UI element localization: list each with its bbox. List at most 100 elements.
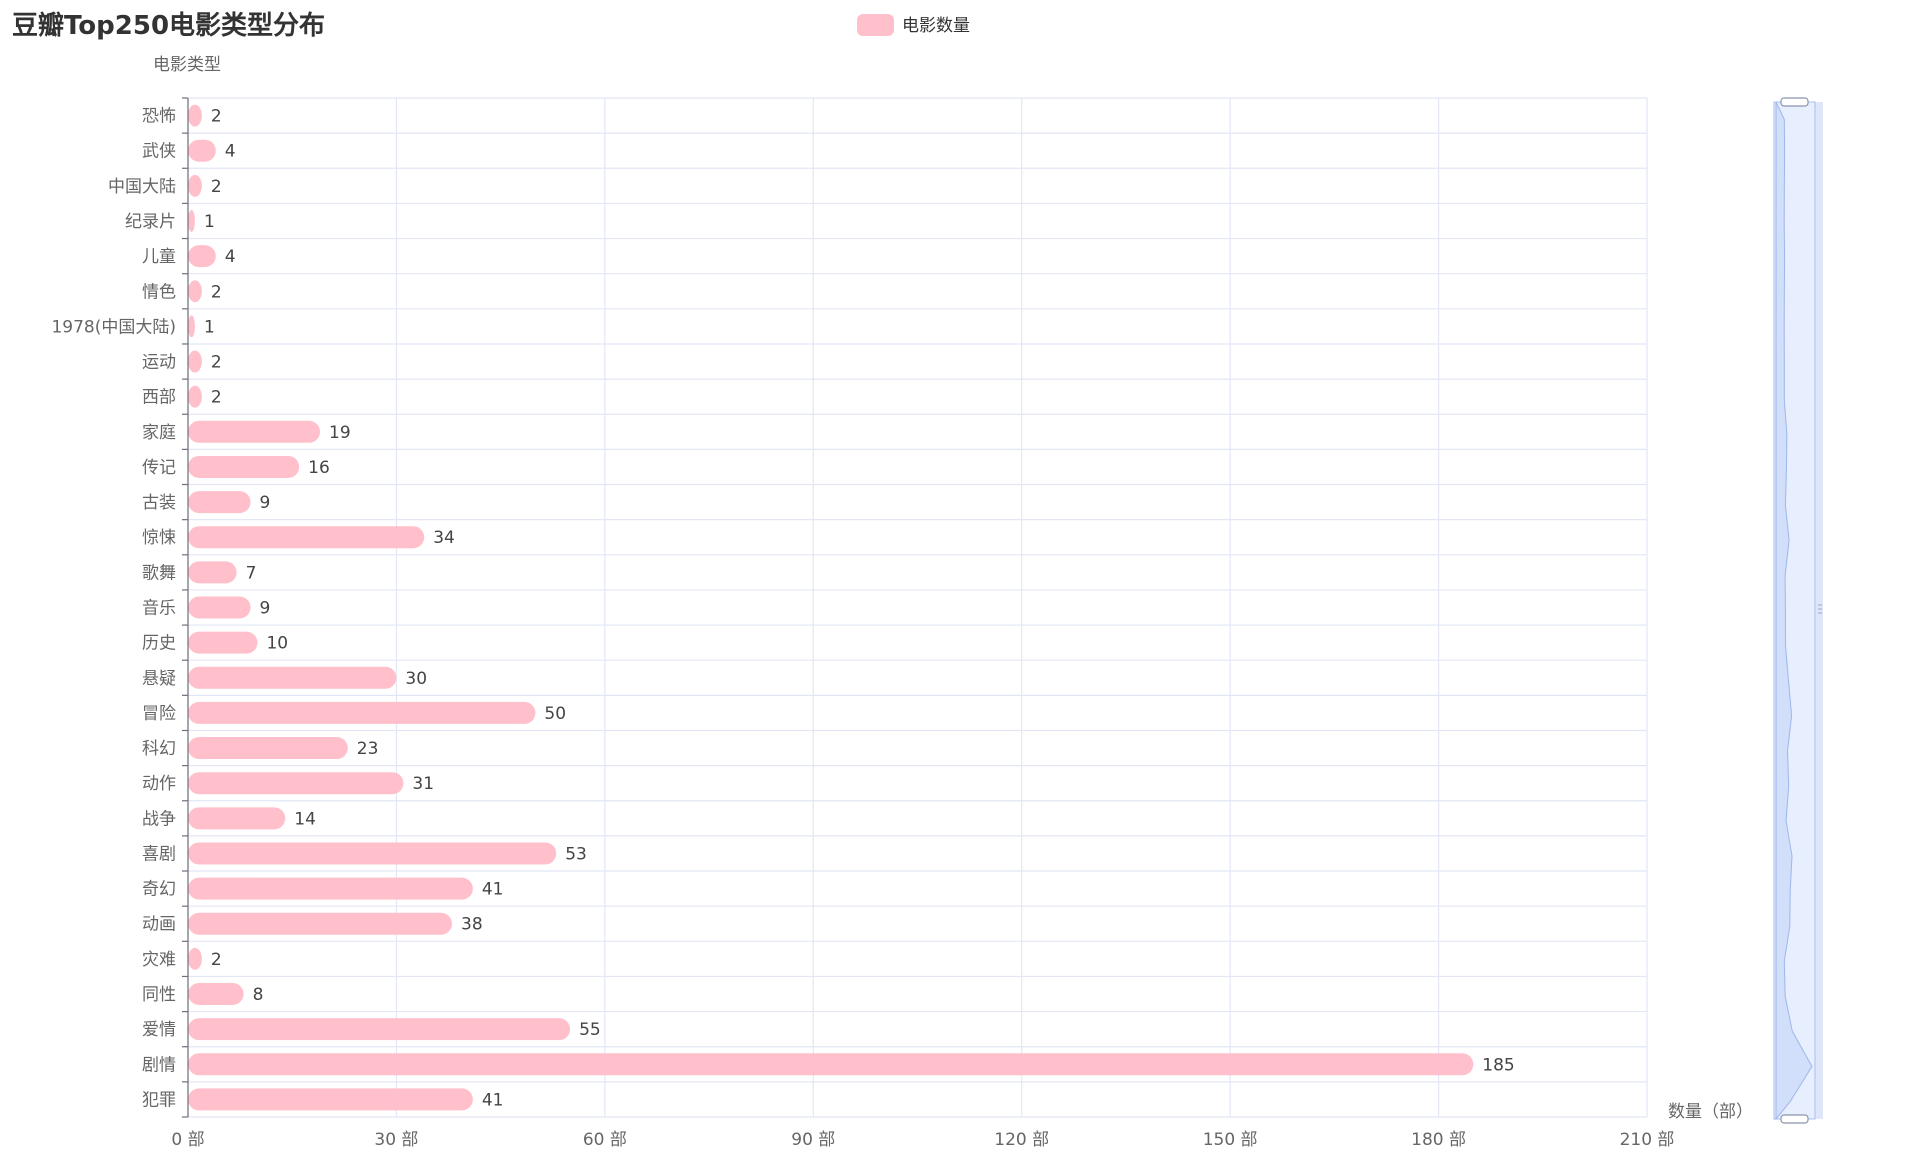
- bar[interactable]: [188, 209, 195, 232]
- y-tick-label: 恐怖: [142, 107, 176, 127]
- data-label: 41: [482, 880, 504, 900]
- data-label: 2: [211, 282, 222, 302]
- bar[interactable]: [188, 139, 216, 162]
- data-label: 2: [211, 107, 222, 127]
- bar[interactable]: [188, 912, 453, 935]
- y-tick-label: 犯罪: [142, 1090, 176, 1110]
- y-tick-label: 战争: [142, 809, 176, 829]
- bar[interactable]: [188, 420, 321, 443]
- x-tick-label: 0 部: [171, 1130, 204, 1150]
- y-axis-name: 电影类型: [153, 55, 221, 75]
- bar[interactable]: [188, 104, 202, 127]
- bar[interactable]: [188, 491, 251, 514]
- bar[interactable]: [188, 561, 237, 584]
- bar[interactable]: [188, 807, 286, 830]
- bar[interactable]: [188, 315, 195, 338]
- x-tick-label: 30 部: [374, 1130, 418, 1150]
- bar[interactable]: [188, 877, 473, 900]
- x-tick-label: 120 部: [994, 1130, 1049, 1150]
- y-tick-label: 喜剧: [142, 844, 176, 864]
- x-tick-label: 60 部: [583, 1130, 627, 1150]
- data-label: 1: [204, 317, 215, 337]
- data-label: 55: [579, 1020, 601, 1040]
- y-tick-label: 动作: [142, 774, 176, 794]
- bar[interactable]: [188, 1018, 571, 1041]
- data-label: 23: [357, 739, 379, 759]
- data-label: 38: [461, 915, 483, 935]
- bar[interactable]: [188, 280, 202, 303]
- y-tick-label: 历史: [142, 634, 176, 654]
- data-label: 14: [294, 809, 316, 829]
- data-label: 50: [544, 704, 566, 724]
- y-tick-label: 家庭: [142, 423, 176, 443]
- y-tick-label: 中国大陆: [108, 177, 176, 197]
- bar[interactable]: [188, 1053, 1474, 1076]
- bar[interactable]: [188, 983, 244, 1006]
- bar[interactable]: [188, 455, 300, 478]
- data-label: 2: [211, 177, 222, 197]
- x-tick-label: 180 部: [1411, 1130, 1466, 1150]
- data-label: 185: [1482, 1055, 1514, 1075]
- data-label: 30: [405, 669, 427, 689]
- y-tick-label: 情色: [142, 282, 176, 302]
- bar[interactable]: [188, 385, 202, 408]
- bar[interactable]: [188, 737, 348, 760]
- data-label: 2: [211, 353, 222, 373]
- x-tick-label: 210 部: [1620, 1130, 1675, 1150]
- data-label: 2: [211, 388, 222, 408]
- y-tick-label: 西部: [142, 388, 176, 408]
- x-axis: 0 部 30 部 60 部 90 部 120 部 150 部 180 部 210 部: [171, 1130, 1674, 1150]
- bar[interactable]: [188, 701, 536, 724]
- data-label: 2: [211, 950, 222, 970]
- y-tick-label: 动画: [142, 915, 176, 935]
- y-tick-label: 1978(中国大陆): [51, 317, 176, 337]
- bar[interactable]: [188, 526, 425, 549]
- bar[interactable]: [188, 245, 216, 268]
- data-zoom-data-shadow: [1775, 101, 1813, 1121]
- data-label: 34: [433, 528, 455, 548]
- x-axis-name: 数量（部）: [1668, 1102, 1753, 1122]
- x-tick-label: 150 部: [1203, 1130, 1258, 1150]
- data-labels: 2421421221916934791030502331145341382855…: [204, 107, 1515, 1111]
- bars: [188, 104, 1474, 1111]
- data-label: 4: [225, 142, 236, 162]
- legend-swatch[interactable]: [857, 14, 894, 36]
- bar[interactable]: [188, 596, 251, 619]
- data-label: 19: [329, 423, 351, 443]
- y-tick-label: 灾难: [142, 950, 176, 970]
- data-label: 7: [246, 563, 257, 583]
- y-tick-label: 奇幻: [142, 880, 176, 900]
- bar[interactable]: [188, 666, 397, 689]
- bar[interactable]: [188, 350, 202, 373]
- y-tick-label: 纪录片: [125, 212, 176, 232]
- bar[interactable]: [188, 772, 404, 795]
- data-label: 9: [260, 599, 271, 619]
- bar[interactable]: [188, 842, 557, 865]
- data-zoom-move-handle-icon[interactable]: [1818, 604, 1822, 614]
- bar[interactable]: [188, 1088, 473, 1111]
- y-tick-label: 爱情: [142, 1020, 176, 1040]
- y-tick-label: 悬疑: [142, 669, 176, 689]
- legend-label[interactable]: 电影数量: [902, 16, 970, 36]
- data-label: 10: [266, 634, 288, 654]
- data-zoom-bottom-handle[interactable]: [1780, 1114, 1809, 1124]
- bar[interactable]: [188, 174, 202, 197]
- data-label: 1: [204, 212, 215, 232]
- data-label: 53: [565, 844, 587, 864]
- y-tick-label: 儿童: [142, 247, 176, 267]
- bar[interactable]: [188, 631, 258, 654]
- grid: [187, 97, 1648, 1118]
- y-tick-label: 同性: [142, 985, 176, 1005]
- x-tick-label: 90 部: [791, 1130, 835, 1150]
- data-label: 31: [412, 774, 434, 794]
- data-zoom-slider[interactable]: [1773, 97, 1823, 1124]
- legend[interactable]: 电影数量: [857, 14, 970, 36]
- data-zoom-top-handle[interactable]: [1780, 97, 1809, 107]
- data-label: 41: [482, 1090, 504, 1110]
- bar[interactable]: [188, 947, 202, 970]
- y-tick-label: 音乐: [142, 599, 176, 619]
- data-label: 9: [260, 493, 271, 513]
- y-tick-label: 剧情: [142, 1055, 176, 1075]
